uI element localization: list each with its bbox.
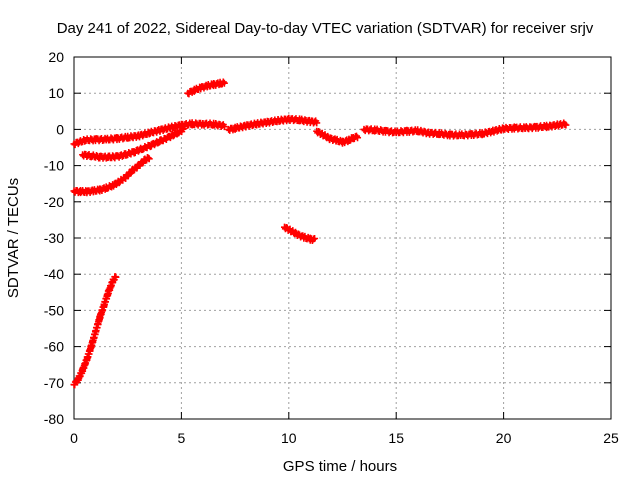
data-point-segment	[109, 273, 120, 286]
series-arc-near-zero	[70, 119, 228, 149]
y-tick-label: -70	[44, 375, 64, 391]
x-tick-label: 10	[281, 430, 297, 446]
y-tick-label: -20	[44, 194, 64, 210]
axis-ticks	[73, 56, 612, 420]
x-tick-labels: 0 5 10 15 20 25	[70, 430, 619, 446]
data-point-segment	[306, 117, 321, 127]
data-point-segment	[210, 119, 228, 131]
x-tick-label: 15	[388, 430, 404, 446]
data-point-segment	[349, 132, 362, 143]
grid	[74, 57, 611, 419]
series-arc-mid	[225, 114, 321, 134]
series-arc-minus17	[70, 154, 153, 197]
y-tick-label: 10	[48, 85, 64, 101]
x-axis-label: GPS time / hours	[283, 458, 397, 475]
series-arc-steep	[70, 273, 120, 389]
y-tick-label: 20	[48, 49, 64, 65]
data-point-segment	[216, 78, 228, 88]
y-tick-label: -30	[44, 230, 64, 246]
data-point-segment	[306, 234, 319, 244]
y-tick-label: -50	[44, 302, 64, 318]
x-tick-label: 5	[178, 430, 186, 446]
series-arc-minus30	[281, 223, 319, 244]
x-tick-label: 20	[496, 430, 512, 446]
series-arc-late	[360, 119, 570, 140]
data-point-segment	[553, 119, 570, 130]
x-tick-label: 0	[70, 430, 78, 446]
x-tick-label: 25	[603, 430, 619, 446]
y-tick-label: -40	[44, 266, 64, 282]
y-tick-labels: -80 -70 -60 -50 -40 -30 -20 -10 0 10 20	[44, 49, 64, 427]
series-arc-upper	[184, 78, 228, 98]
y-axis-label: SDTVAR / TECUs	[5, 178, 22, 298]
y-tick-label: -80	[44, 411, 64, 427]
series-arc-minus8	[79, 125, 188, 162]
y-tick-label: -10	[44, 158, 64, 174]
y-tick-label: 0	[56, 121, 64, 137]
data-point-segment	[141, 154, 153, 164]
chart-title: Day 241 of 2022, Sidereal Day-to-day VTE…	[57, 20, 594, 37]
series-arc-dip	[313, 127, 362, 147]
y-tick-label: -60	[44, 339, 64, 355]
data-points	[70, 78, 570, 389]
